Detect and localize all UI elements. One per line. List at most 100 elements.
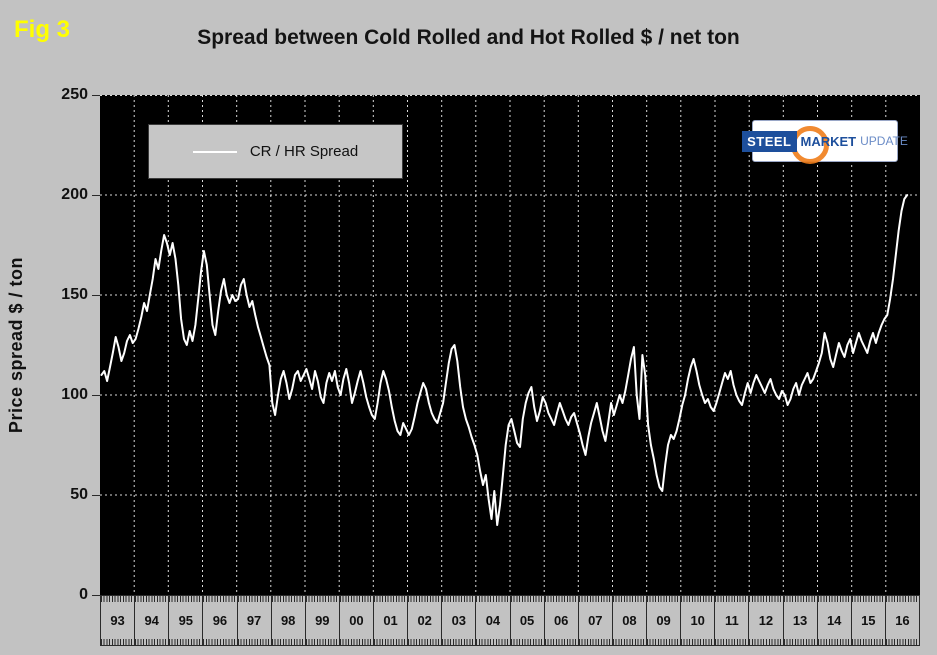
monthly-tick-marks — [681, 596, 715, 602]
x-year-label: 12 — [758, 613, 774, 628]
monthly-tick-marks — [681, 639, 715, 645]
x-year-label: 01 — [383, 613, 398, 628]
monthly-tick-marks — [305, 596, 339, 602]
monthly-tick-marks — [749, 639, 783, 645]
x-year-label: 15 — [861, 613, 876, 628]
y-tick-label: 50 — [70, 486, 88, 503]
monthly-tick-marks — [339, 596, 373, 602]
monthly-tick-marks — [715, 639, 749, 645]
x-year-label: 14 — [826, 613, 842, 628]
monthly-tick-marks — [203, 596, 237, 602]
monthly-tick-marks — [169, 639, 203, 645]
x-year-cell: 05 — [510, 596, 545, 645]
legend-label: CR / HR Spread — [249, 143, 359, 160]
x-year-label: 16 — [895, 613, 910, 628]
monthly-tick-marks — [851, 596, 885, 602]
x-year-label: 08 — [622, 613, 637, 628]
logo-update-text: UPDATE — [860, 134, 908, 148]
monthly-tick-marks — [783, 596, 817, 602]
cr-hr-spread-line — [100, 194, 909, 526]
monthly-tick-marks — [647, 596, 681, 602]
page-title: Spread between Cold Rolled and Hot Rolle… — [197, 26, 740, 49]
x-year-cell: 13 — [783, 596, 818, 645]
x-year-label: 13 — [792, 613, 808, 628]
x-year-cell: 99 — [305, 596, 340, 645]
x-year-cell: 97 — [237, 596, 272, 645]
monthly-tick-marks — [271, 596, 305, 602]
y-tick-mark — [92, 295, 100, 296]
monthly-tick-marks — [442, 639, 476, 645]
monthly-tick-marks — [885, 596, 919, 602]
monthly-tick-marks — [408, 639, 442, 645]
monthly-tick-marks — [612, 639, 646, 645]
x-year-cell: 11 — [715, 596, 750, 645]
y-tick-label: 100 — [61, 386, 88, 403]
x-year-label: 09 — [656, 613, 671, 628]
monthly-tick-marks — [203, 639, 237, 645]
monthly-tick-marks — [715, 596, 749, 602]
logo-market-text: MARKET — [800, 133, 857, 149]
monthly-tick-marks — [647, 639, 681, 645]
x-year-label: 99 — [315, 613, 330, 628]
x-year-cell: 12 — [749, 596, 784, 645]
spread-line-chart — [100, 95, 920, 595]
x-year-cell: 94 — [135, 596, 170, 645]
monthly-tick-marks — [510, 639, 544, 645]
legend: CR / HR Spread — [148, 124, 403, 179]
monthly-tick-marks — [476, 639, 510, 645]
x-year-cell: 00 — [339, 596, 374, 645]
monthly-tick-marks — [101, 596, 135, 602]
monthly-tick-marks — [476, 596, 510, 602]
monthly-tick-marks — [408, 596, 442, 602]
y-tick-label: 250 — [61, 86, 88, 103]
x-year-cell: 16 — [885, 596, 920, 645]
x-year-label: 93 — [110, 613, 125, 628]
x-year-label: 96 — [212, 613, 228, 628]
figure-number: Fig 3 — [14, 16, 71, 43]
x-year-cell: 07 — [578, 596, 613, 645]
monthly-tick-marks — [578, 639, 612, 645]
x-year-label: 98 — [280, 613, 296, 628]
x-year-label: 02 — [417, 613, 432, 628]
y-tick-mark — [92, 95, 100, 96]
monthly-tick-marks — [749, 596, 783, 602]
x-axis: 93 94 95 96 97 98 99 00 01 02 03 04 05 06 07 08 09 10 11 12… — [100, 595, 920, 646]
x-year-cell: 10 — [681, 596, 716, 645]
monthly-tick-marks — [305, 639, 339, 645]
x-year-label: 05 — [519, 613, 535, 628]
monthly-tick-marks — [544, 639, 578, 645]
monthly-tick-marks — [237, 639, 271, 645]
x-year-cell: 09 — [647, 596, 682, 645]
monthly-tick-marks — [817, 596, 851, 602]
x-year-cell: 03 — [442, 596, 477, 645]
monthly-tick-marks — [885, 639, 919, 645]
y-tick-label: 150 — [61, 286, 88, 303]
y-axis-title-text: Price spread $ / ton — [6, 256, 26, 434]
monthly-tick-marks — [135, 639, 169, 645]
x-year-label: 97 — [246, 613, 262, 628]
y-tick-label: 0 — [79, 586, 88, 603]
x-year-cell: 08 — [612, 596, 647, 645]
x-year-cell: 96 — [203, 596, 238, 645]
steel-market-update-logo: STEEL MARKET UPDATE — [742, 120, 908, 164]
legend-line-sample-icon — [192, 150, 237, 153]
x-year-label: 07 — [588, 613, 603, 628]
x-year-label: 00 — [349, 613, 364, 628]
monthly-tick-marks — [169, 596, 203, 602]
monthly-tick-marks — [578, 596, 612, 602]
x-year-label: 10 — [690, 613, 705, 628]
x-year-cell: 02 — [408, 596, 443, 645]
monthly-tick-marks — [544, 596, 578, 602]
x-year-label: 06 — [553, 613, 569, 628]
monthly-tick-marks — [612, 596, 646, 602]
monthly-tick-marks — [783, 639, 817, 645]
x-year-cell: 95 — [169, 596, 204, 645]
monthly-tick-marks — [271, 639, 305, 645]
x-year-cell: 04 — [476, 596, 511, 645]
y-tick-label: 200 — [61, 186, 88, 203]
monthly-tick-marks — [851, 639, 885, 645]
monthly-tick-marks — [374, 639, 408, 645]
y-tick-mark — [92, 595, 100, 596]
monthly-tick-marks — [374, 596, 408, 602]
monthly-tick-marks — [135, 596, 169, 602]
